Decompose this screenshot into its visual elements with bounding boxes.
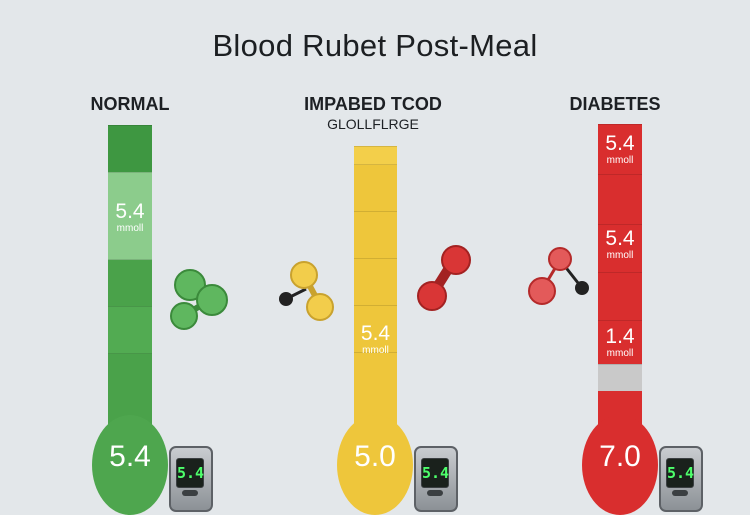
impaired-reading: 5.4 mmoll bbox=[354, 323, 397, 356]
reading-value: 5.4 bbox=[115, 200, 145, 223]
glucose-molecule-icon bbox=[528, 247, 589, 305]
reading-unit: mmoll bbox=[606, 155, 634, 166]
normal-glucose-meter: 5.4 bbox=[169, 446, 213, 512]
normal-bulb-value: 5.4 bbox=[109, 440, 151, 473]
normal-bulb bbox=[92, 415, 168, 515]
reading-unit: mmoll bbox=[362, 345, 389, 356]
impaired-sublabel: GLOLLFLRGE bbox=[327, 116, 419, 132]
glucose-molecule-icon bbox=[170, 269, 228, 330]
reading-value: 5.4 bbox=[360, 322, 391, 345]
impaired-glucose-meter: 5.4 bbox=[414, 446, 458, 512]
impaired-bulb bbox=[337, 415, 413, 515]
glucose-molecule-icon bbox=[417, 245, 471, 311]
reading-value: 1.4 bbox=[605, 325, 635, 348]
reading-unit: mmoll bbox=[116, 223, 144, 234]
meter-button bbox=[672, 490, 688, 496]
diabetes-reading-3: 1.4 mmoll bbox=[598, 326, 642, 359]
impaired-bulb-value: 5.0 bbox=[354, 440, 396, 473]
diabetes-bulb bbox=[582, 415, 658, 515]
meter-button bbox=[182, 490, 198, 496]
meter-screen: 5.4 bbox=[421, 458, 449, 488]
meter-screen: 5.4 bbox=[176, 458, 204, 488]
diabetes-glucose-meter: 5.4 bbox=[659, 446, 703, 512]
meter-button bbox=[427, 490, 443, 496]
page-title: Blood Rubet Post-Meal bbox=[212, 28, 538, 63]
glucose-molecule-icon bbox=[279, 261, 334, 321]
reading-value: 5.4 bbox=[605, 132, 635, 155]
reading-unit: mmoll bbox=[606, 250, 634, 261]
reading-unit: mmoll bbox=[606, 348, 634, 359]
diabetes-thermometer bbox=[598, 124, 642, 470]
diabetes-reading-1: 5.4 mmoll bbox=[598, 133, 642, 166]
reading-value: 5.4 bbox=[605, 227, 635, 250]
impaired-label: IMPABED TCOD bbox=[304, 94, 442, 114]
normal-thermometer bbox=[108, 125, 152, 470]
meter-screen: 5.4 bbox=[666, 458, 694, 488]
diabetes-bulb-value: 7.0 bbox=[599, 440, 641, 473]
diabetes-reading-2: 5.4 mmoll bbox=[598, 228, 642, 261]
normal-reading: 5.4 mmoll bbox=[108, 201, 152, 234]
diabetes-label: DIABETES bbox=[569, 94, 661, 114]
normal-label: NORMAL bbox=[90, 94, 170, 114]
